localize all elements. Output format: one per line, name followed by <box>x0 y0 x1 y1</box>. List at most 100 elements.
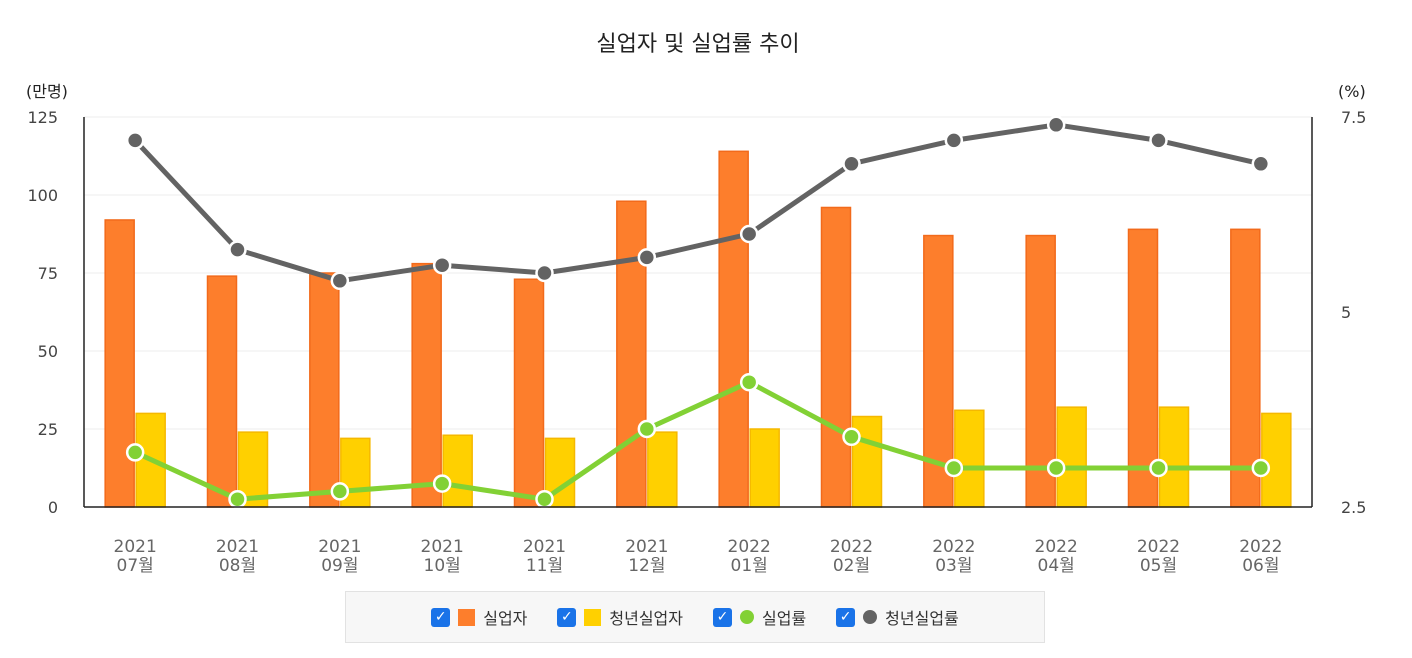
checkbox-checked-icon[interactable]: ✓ <box>431 607 451 627</box>
left-tick-label: 100 <box>27 186 58 205</box>
x-tick-month: 03월 <box>935 556 972 576</box>
bar-청년실업자 <box>340 437 371 508</box>
x-tick-year: 2022 <box>830 537 873 557</box>
lines-group <box>125 115 1271 509</box>
left-axis-unit: (만명) <box>26 82 68 101</box>
point-청년실업률 <box>842 154 861 174</box>
point-실업률 <box>842 427 861 447</box>
x-tick-month: 09월 <box>321 556 358 576</box>
left-tick-label: 25 <box>38 420 58 439</box>
x-tick-year: 2021 <box>625 537 668 557</box>
point-청년실업률 <box>535 263 554 283</box>
legend-swatch-icon <box>740 610 754 624</box>
chart-svg: 02550751001252.557.5202107월202108월202109… <box>26 32 1366 576</box>
legend: ✓ 실업자 ✓ 청년실업자 ✓ 실업률 ✓ 청년실업률 <box>345 591 1045 643</box>
point-실업률 <box>637 419 657 439</box>
point-실업률 <box>1149 458 1168 478</box>
legend-item[interactable]: ✓ 청년실업자 <box>557 605 683 629</box>
legend-item[interactable]: ✓ 실업자 <box>431 605 527 629</box>
point-실업률 <box>1046 458 1066 478</box>
bar-청년실업자 <box>442 434 473 508</box>
bars-group <box>104 150 1292 508</box>
bar-청년실업자 <box>647 431 678 508</box>
legend-label: 실업자 <box>483 609 528 628</box>
point-실업률 <box>535 489 554 509</box>
line-실업률 <box>134 379 1261 502</box>
x-tick-year: 2021 <box>114 537 157 557</box>
x-tick-month: 06월 <box>1242 556 1279 576</box>
x-tick-month: 08월 <box>219 556 256 576</box>
x-tick-month: 12월 <box>628 556 665 576</box>
x-tick-year: 2022 <box>932 537 975 557</box>
x-tick-month: 11월 <box>526 556 563 576</box>
point-실업률 <box>125 443 145 462</box>
point-실업률 <box>1251 458 1271 478</box>
x-tick-year: 2021 <box>318 537 361 557</box>
point-청년실업률 <box>432 255 452 275</box>
x-tick-year: 2021 <box>523 537 566 557</box>
x-tick-month: 04월 <box>1038 556 1075 576</box>
x-tick-month: 02월 <box>833 556 870 576</box>
left-tick-label: 50 <box>38 342 58 361</box>
bar-청년실업자 <box>1158 406 1190 508</box>
bar-청년실업자 <box>1261 412 1292 508</box>
checkbox-checked-icon[interactable]: ✓ <box>836 607 856 627</box>
legend-item[interactable]: ✓ 청년실업률 <box>836 605 959 629</box>
x-tick-month: 01월 <box>731 556 768 576</box>
legend-swatch-icon <box>863 610 878 624</box>
legend-label: 실업률 <box>762 609 807 628</box>
bar-실업자 <box>104 219 135 508</box>
legend-item[interactable]: ✓ 실업률 <box>713 605 806 629</box>
right-tick-label: 7.5 <box>1341 108 1366 127</box>
x-tick-year: 2021 <box>421 537 464 557</box>
legend-label: 청년실업률 <box>885 609 959 628</box>
x-tick-month: 05월 <box>1140 556 1177 576</box>
axes-group: 02550751001252.557.5202107월202108월202109… <box>27 108 1366 576</box>
point-실업률 <box>432 474 452 493</box>
bar-실업자 <box>309 272 340 508</box>
bar-실업자 <box>1127 228 1159 508</box>
bar-실업자 <box>206 275 238 508</box>
right-axis-unit: (%) <box>1338 82 1366 101</box>
legend-label: 청년실업자 <box>609 609 683 628</box>
bar-실업자 <box>718 150 749 508</box>
bar-실업자 <box>820 206 852 508</box>
left-tick-label: 125 <box>27 108 58 127</box>
point-실업률 <box>944 458 964 478</box>
x-tick-year: 2022 <box>1239 537 1282 557</box>
line-청년실업률 <box>133 122 1262 284</box>
left-tick-label: 0 <box>48 498 58 517</box>
point-실업률 <box>228 489 247 509</box>
point-청년실업률 <box>125 131 145 150</box>
grid-lines <box>84 116 1312 430</box>
point-청년실업률 <box>1149 131 1168 150</box>
left-tick-label: 75 <box>38 264 58 283</box>
checkbox-checked-icon[interactable]: ✓ <box>557 607 577 627</box>
legend-swatch-icon <box>458 608 476 626</box>
x-tick-month: 10월 <box>424 556 461 576</box>
x-tick-year: 2021 <box>216 537 259 557</box>
x-tick-month: 07월 <box>117 556 154 576</box>
point-청년실업률 <box>637 248 657 267</box>
bar-청년실업자 <box>1056 406 1087 508</box>
point-청년실업률 <box>1251 154 1271 174</box>
point-청년실업률 <box>330 271 350 291</box>
bar-실업자 <box>513 278 545 508</box>
point-청년실업률 <box>228 240 247 259</box>
chart-title: 실업자 및 실업률 추이 <box>596 32 799 57</box>
checkbox-checked-icon[interactable]: ✓ <box>713 607 732 627</box>
bar-실업자 <box>411 262 442 508</box>
bar-청년실업자 <box>749 428 780 508</box>
right-tick-label: 2.5 <box>1341 498 1366 517</box>
point-청년실업률 <box>739 224 759 244</box>
bar-실업자 <box>1230 228 1261 508</box>
point-실업률 <box>330 482 350 501</box>
point-청년실업률 <box>944 131 964 150</box>
point-청년실업률 <box>1046 115 1066 135</box>
x-tick-year: 2022 <box>1035 537 1078 557</box>
legend-swatch-icon <box>584 608 602 626</box>
x-tick-year: 2022 <box>1137 537 1180 557</box>
bar-청년실업자 <box>954 409 985 508</box>
point-실업률 <box>739 372 759 392</box>
bar-실업자 <box>616 200 647 508</box>
